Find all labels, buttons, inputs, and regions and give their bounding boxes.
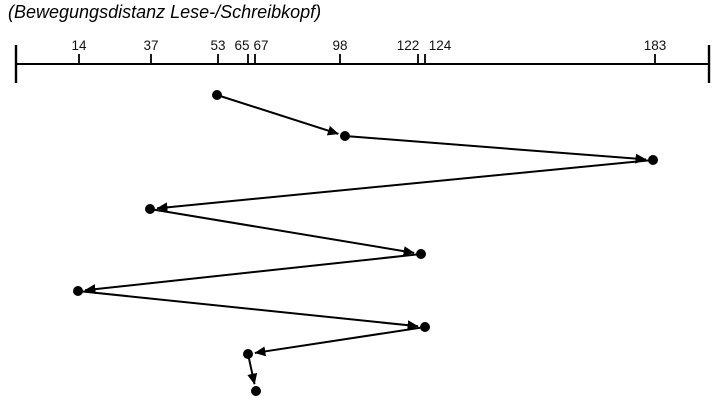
head-movement-segment — [247, 353, 258, 385]
request-point — [243, 349, 253, 359]
head-movement-segment — [77, 290, 419, 331]
axis-tick-label: 122 — [397, 38, 420, 53]
head-movement-segment — [254, 326, 426, 357]
request-point — [648, 155, 658, 165]
axis-tick-label: 14 — [71, 38, 87, 53]
axis-tick-label: 67 — [253, 38, 268, 53]
head-movement-segment — [156, 159, 654, 213]
axis-tick-label: 53 — [210, 38, 225, 53]
axis-tick-label: 183 — [644, 38, 667, 53]
request-point — [416, 249, 426, 259]
axis-tick-label: 124 — [429, 38, 452, 53]
head-movement-segment — [344, 135, 647, 164]
request-point — [251, 386, 261, 396]
request-point — [420, 322, 430, 332]
request-point — [340, 131, 350, 141]
request-point — [73, 286, 83, 296]
request-point — [212, 90, 222, 100]
head-movement-segment — [84, 253, 422, 295]
head-movement-segment — [216, 94, 339, 136]
axis-tick-label: 37 — [143, 38, 158, 53]
request-point — [145, 204, 155, 214]
figure-title: (Bewegungsdistanz Lese-/Schreibkopf) — [8, 2, 322, 22]
axis-tick-label: 65 — [234, 38, 249, 53]
axis-tick-label: 98 — [332, 38, 347, 53]
head-movement-segment — [149, 208, 415, 257]
